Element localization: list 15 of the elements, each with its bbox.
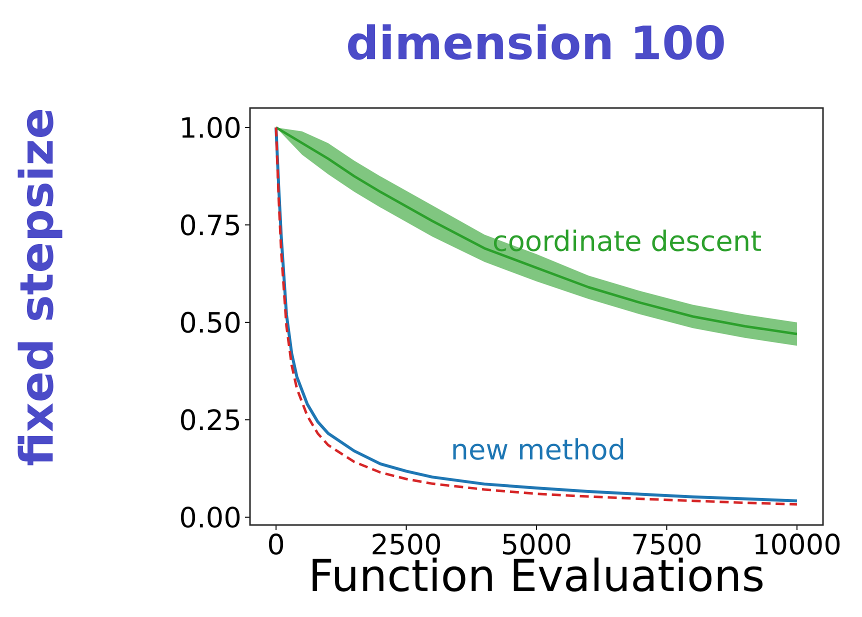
y-tick-label: 0.50	[180, 312, 240, 333]
y-tick-label: 0.25	[180, 409, 240, 430]
x-tick-label: 0	[268, 534, 284, 555]
y-tick-label: 0.00	[180, 506, 240, 528]
chart-title: dimension 100	[348, 24, 724, 60]
x-tick-label: 2500	[372, 534, 440, 555]
series-label: coordinate descent	[494, 230, 761, 252]
x-tick-label: 10000	[755, 534, 840, 555]
y-tick-label: 0.75	[180, 214, 240, 236]
x-tick-label: 5000	[503, 534, 570, 555]
x-tick-label: 7500	[633, 534, 700, 555]
series-label: new method	[453, 438, 624, 460]
x-axis-title: Function Evaluations	[312, 558, 763, 592]
y-axis-title: fixed stepsize	[18, 110, 62, 466]
y-tick-label: 1.00	[182, 116, 240, 138]
